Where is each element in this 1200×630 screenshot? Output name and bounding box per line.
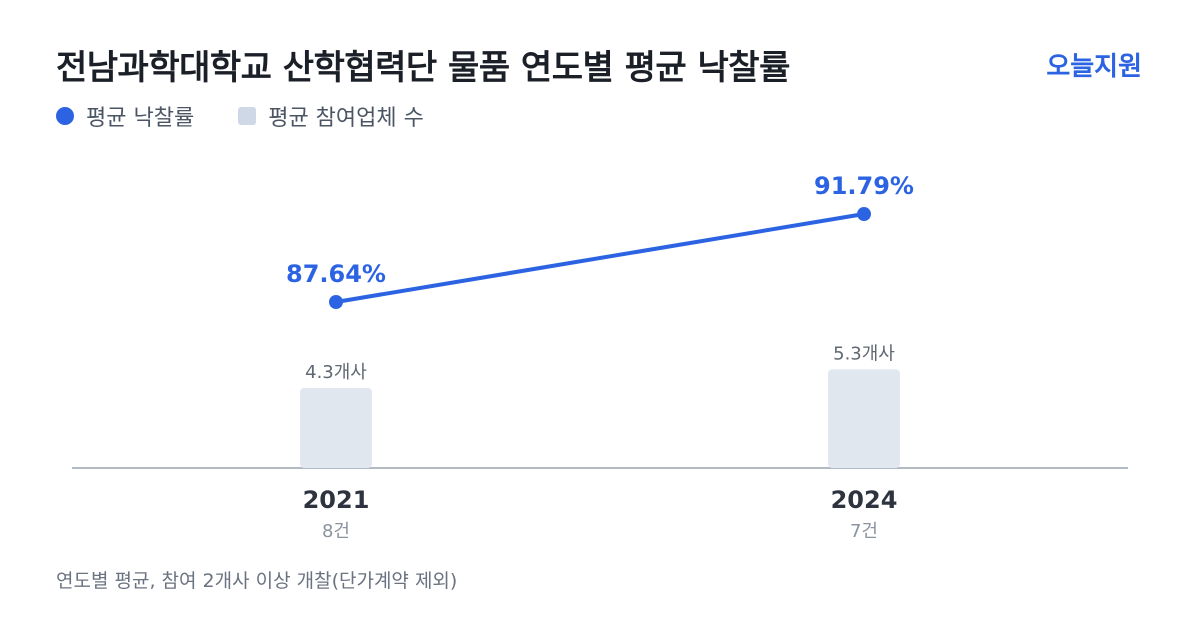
rate-label-2021: 87.64% — [286, 260, 386, 288]
bar-label-2024: 5.3개사 — [833, 343, 895, 364]
rate-label-2024: 91.79% — [814, 172, 914, 200]
legend-rate-label: 평균 낙찰률 — [86, 106, 195, 131]
x-tick-2021: 2021 — [303, 486, 370, 514]
x-count-2024: 7건 — [850, 521, 878, 542]
footnote: 연도별 평균, 참여 2개사 이상 개찰(단가계약 제외) — [56, 570, 458, 592]
legend: 평균 낙찰률 평균 참여업체 수 — [56, 100, 468, 132]
rate-point-2021 — [329, 295, 343, 309]
legend-item-bidders: 평균 참여업체 수 — [238, 100, 424, 132]
chart-title: 전남과학대학교 산학협력단 물품 연도별 평균 낙찰률 — [56, 48, 790, 88]
x-tick-2024: 2024 — [831, 486, 898, 514]
bar-2021 — [300, 388, 372, 468]
legend-bidders-label: 평균 참여업체 수 — [268, 106, 424, 131]
legend-item-rate: 평균 낙찰률 — [56, 100, 194, 132]
legend-square-icon — [238, 107, 257, 125]
rate-point-2024 — [857, 207, 871, 222]
legend-dot-icon — [56, 107, 74, 125]
bar-label-2021: 4.3개사 — [305, 362, 367, 383]
rate-line — [334, 212, 866, 304]
brand-logo[interactable]: 오늘지원 — [1046, 52, 1142, 82]
x-count-2021: 8건 — [322, 521, 350, 542]
bar-2024 — [828, 369, 900, 468]
